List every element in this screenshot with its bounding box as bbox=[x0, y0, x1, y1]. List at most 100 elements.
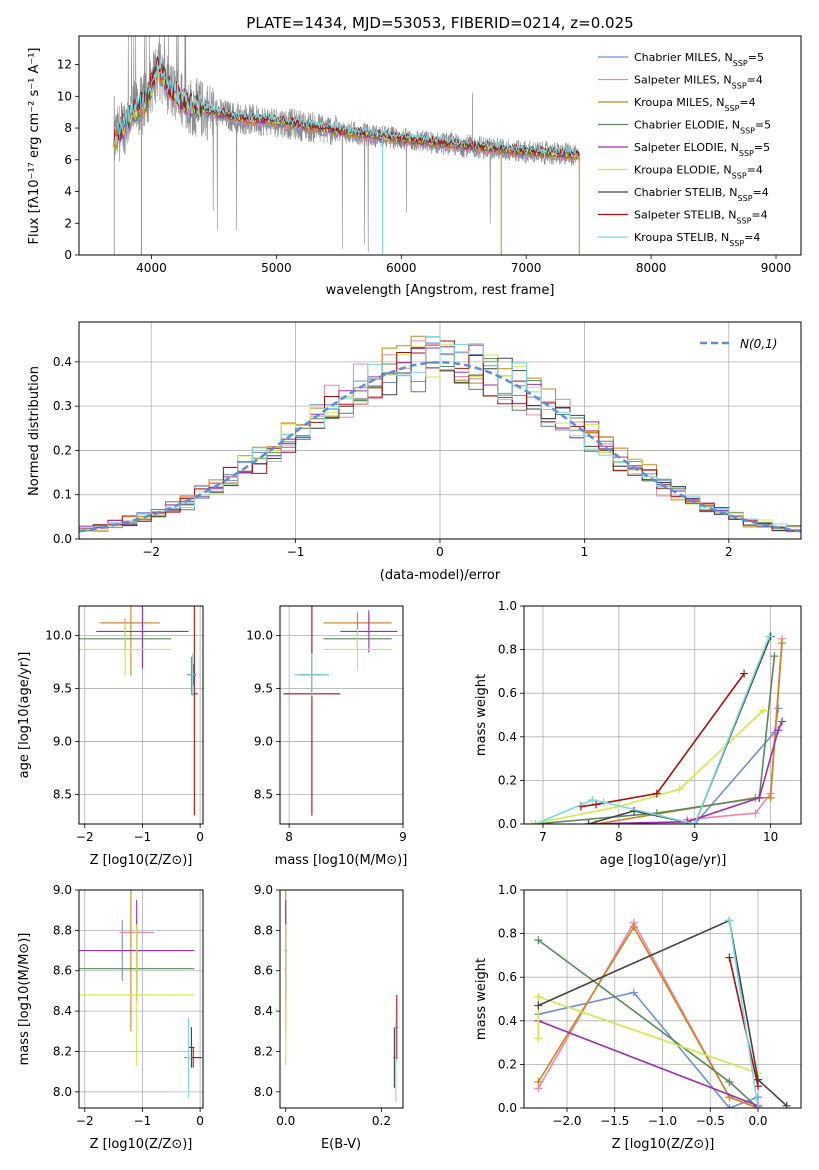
y-tick-label: 0.6 bbox=[498, 970, 517, 984]
x-tick-label: 0 bbox=[436, 545, 444, 559]
legend-ssp-count: =4 bbox=[753, 186, 769, 199]
y-tick-label: 0.8 bbox=[498, 643, 517, 657]
legend-entry-label: Chabrier ELODIE, NSSP=5 bbox=[634, 119, 771, 136]
y-tick-label: 2 bbox=[64, 216, 72, 230]
mass-weight-marker bbox=[592, 800, 601, 809]
mass-weight-line bbox=[537, 921, 759, 1108]
y-tick-label: 0.4 bbox=[53, 355, 72, 369]
y-tick-label: 10 bbox=[57, 89, 72, 103]
y-tick-label: 0.2 bbox=[498, 1057, 517, 1071]
y-tick-label: 9.0 bbox=[53, 734, 72, 748]
weight-age-xlabel: age [log10(age/yr)] bbox=[600, 853, 727, 868]
mass-weight-marker bbox=[584, 820, 593, 824]
mass-weight-marker bbox=[725, 916, 734, 925]
mass-z-ylabel: mass [log10(M/M⊙)] bbox=[17, 933, 32, 1066]
x-tick-label: 0.0 bbox=[276, 1114, 295, 1128]
y-tick-label: 8.4 bbox=[254, 1004, 273, 1018]
mass-weight-marker bbox=[534, 936, 543, 945]
age-mass-axes-frame bbox=[279, 605, 404, 825]
legend-ssp-count: =4 bbox=[747, 74, 763, 87]
y-tick-label: 0 bbox=[64, 248, 72, 262]
legend-subscript: SSP bbox=[732, 81, 747, 90]
legend-model-name: Salpeter MILES, N bbox=[634, 74, 732, 87]
legend-ssp-count: =5 bbox=[754, 141, 770, 154]
y-tick-label: 8.4 bbox=[53, 1004, 72, 1018]
age-z-ticks: −2 −1 0 8.5 9.0 9.5 10.0 bbox=[45, 629, 204, 844]
x-tick-label: 0.2 bbox=[372, 1114, 391, 1128]
legend-model-name: Salpeter ELODIE, N bbox=[634, 141, 739, 154]
mass-weight-line bbox=[537, 919, 788, 1107]
mass-weight-marker bbox=[759, 706, 768, 715]
spectrum-model-series bbox=[113, 56, 580, 255]
mass-weight-marker bbox=[599, 798, 608, 807]
mass-weight-marker bbox=[778, 717, 787, 726]
age-mass-errorbars bbox=[283, 606, 398, 816]
weight-z-xlabel: Z [log10(Z/Z⊙)] bbox=[612, 1137, 715, 1152]
y-tick-label: 0.2 bbox=[498, 773, 517, 787]
age-z-axes-frame bbox=[78, 605, 204, 825]
legend-ssp-count: =4 bbox=[747, 164, 763, 177]
mass-weight-marker bbox=[778, 639, 787, 648]
legend-subscript: SSP bbox=[733, 59, 748, 68]
weight-age-lines bbox=[527, 632, 787, 824]
mass-vs-metallicity-panel: −2 −1 08.08.28.48.68.89.0 Z [log10(Z/Z⊙)] … bbox=[17, 883, 204, 1152]
weight-vs-metallicity-panel: −2.0 −1.5 −1.0 −0.5 0.0 0.0 0.2 0.4 0.6 0.8 1.0 Z … bbox=[474, 883, 802, 1152]
mass-weight-marker bbox=[740, 669, 749, 678]
legend-subscript: SSP bbox=[729, 239, 744, 248]
mass-weight-marker bbox=[725, 953, 734, 962]
y-tick-label: 8.6 bbox=[254, 964, 273, 978]
legend-entry-label: Kroupa MILES, NSSP=4 bbox=[634, 96, 756, 113]
model-spectrum-line bbox=[113, 59, 580, 158]
y-tick-label: 1.0 bbox=[498, 599, 517, 613]
mass-weight-marker bbox=[527, 820, 536, 824]
x-tick-label: −0.5 bbox=[696, 1114, 725, 1128]
y-tick-label: 0.6 bbox=[498, 686, 517, 700]
y-tick-label: 0.3 bbox=[53, 399, 72, 413]
y-tick-label: 0.4 bbox=[498, 1014, 517, 1028]
mass-weight-marker bbox=[766, 793, 775, 802]
weight-z-ticks: −2.0 −1.5 −1.0 −0.5 0.0 0.0 0.2 0.4 0.6 0.8 1.0 bbox=[498, 883, 768, 1128]
weight-age-ticks: 7 8 9 10 0.0 0.2 0.4 0.6 0.8 1.0 bbox=[498, 599, 778, 844]
residuals-panel: −2 −1 0 1 2 0.0 0.1 0.2 0.3 0.4 (data-model)/erro… bbox=[27, 321, 802, 583]
mass-weight-marker bbox=[755, 793, 764, 802]
mass-ebv-axes-frame bbox=[279, 889, 404, 1109]
x-tick-label: 9 bbox=[691, 830, 699, 844]
mass-z-errorbars bbox=[79, 890, 202, 1098]
y-tick-label: 9.5 bbox=[254, 682, 273, 696]
mass-weight-marker bbox=[531, 820, 540, 824]
y-tick-label: 9.0 bbox=[254, 883, 273, 897]
age-mass-ticks: 8 9 8.5 9.0 9.5 10.0 bbox=[246, 629, 407, 844]
y-tick-label: 8.8 bbox=[254, 923, 273, 937]
y-tick-label: 8.2 bbox=[53, 1044, 72, 1058]
age-z-errorbars bbox=[79, 606, 198, 816]
mass-weight-line bbox=[687, 638, 783, 821]
mass-weight-line bbox=[595, 643, 783, 824]
y-tick-label: 6 bbox=[64, 153, 72, 167]
mass-weight-line bbox=[728, 920, 759, 1108]
mass-weight-line bbox=[535, 656, 776, 824]
x-tick-label: 6000 bbox=[386, 261, 417, 275]
weight-z-lines bbox=[534, 916, 791, 1108]
residuals-ylabel: Normed distribution bbox=[27, 366, 42, 496]
mass-weight-marker bbox=[770, 652, 779, 661]
gaussian-legend-label: N(0,1) bbox=[740, 337, 777, 351]
weight-age-axes-frame bbox=[523, 605, 802, 825]
figure-title: PLATE=1434, MJD=53053, FIBERID=0214, z=0… bbox=[246, 14, 633, 32]
x-tick-label: 10 bbox=[763, 830, 778, 844]
legend-model-name: Chabrier MILES, N bbox=[634, 51, 733, 64]
mass-ebv-xlabel: E(B-V) bbox=[321, 1137, 361, 1152]
mass-ebv-ticks: 0.0 0.2 8.0 8.2 8.4 8.6 8.8 9.0 bbox=[254, 883, 391, 1128]
y-tick-label: 8.8 bbox=[53, 923, 72, 937]
legend-entry-label: Salpeter STELIB, NSSP=4 bbox=[634, 209, 768, 226]
y-tick-label: 1.0 bbox=[498, 883, 517, 897]
mass-weight-marker bbox=[725, 1077, 734, 1086]
mass-weight-line bbox=[580, 673, 745, 808]
spectrum-ticks: 4000 5000 6000 7000 8000 9000 0 2 4 6 8 10 12 bbox=[57, 58, 792, 275]
mass-weight-line bbox=[728, 957, 759, 1087]
residuals-gaussian bbox=[79, 361, 801, 533]
mass-weight-marker bbox=[629, 923, 638, 932]
weight-age-ylabel: mass weight bbox=[474, 674, 489, 756]
legend-subscript: SSP bbox=[740, 126, 755, 135]
